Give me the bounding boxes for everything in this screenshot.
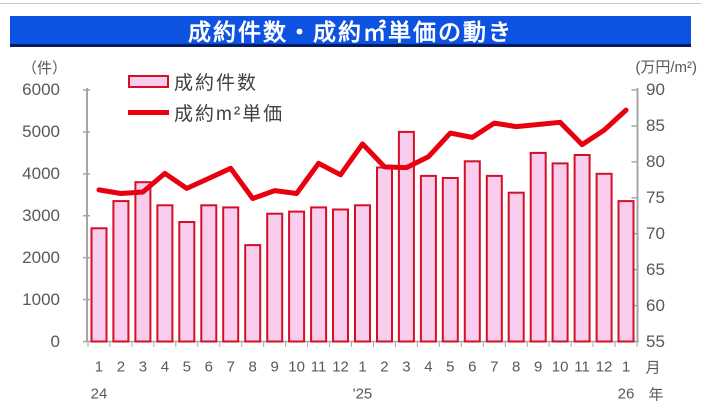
bar-month-10	[288, 210, 306, 343]
right-axis-tick-label: 85	[646, 115, 665, 135]
x-axis-month-label: 9	[534, 358, 543, 376]
x-axis-month-label: 8	[512, 358, 521, 376]
x-axis-month-label: 4	[424, 358, 433, 376]
right-axis-tick-label: 65	[646, 259, 665, 279]
bar-month-9	[266, 212, 284, 343]
x-axis-month-label: 4	[160, 358, 170, 376]
x-axis-month-label: 9	[270, 358, 279, 376]
bar-month-20	[507, 191, 525, 343]
left-axis-tick-label: 2000	[22, 247, 60, 267]
unit-price-line	[96, 107, 629, 201]
x-axis-month-label: 7	[226, 358, 235, 376]
right-axis-tick-label: 80	[646, 151, 665, 171]
x-axis-month-label: 12	[595, 358, 613, 376]
bar-month-21	[529, 151, 547, 343]
x-axis-month-label: 10	[551, 358, 569, 376]
x-axis-month-label: 10	[288, 358, 305, 376]
bar-month-18	[463, 160, 481, 343]
legend-item-line-series: 成約m²単価	[128, 100, 285, 125]
left-axis-tick-label: 5000	[22, 121, 60, 141]
x-axis-month-unit-label: 月	[645, 359, 661, 377]
bar-month-6	[200, 204, 218, 343]
x-axis-month-label: 6	[468, 358, 477, 376]
left-axis-tick-label: 0	[50, 331, 60, 351]
bar-month-3	[134, 181, 152, 343]
right-axis-tick-label: 75	[646, 187, 665, 207]
bar-month-14	[376, 166, 393, 343]
legend: 成約件数 成約m²単価	[128, 69, 284, 131]
bar-month-7	[222, 206, 240, 343]
x-axis-year-unit-label: 年	[648, 386, 664, 404]
left-axis-tick-label: 6000	[22, 80, 60, 99]
chart-title-bar: 成約件数・成約㎡単価の動き	[10, 16, 691, 47]
bar-month-19	[485, 174, 503, 343]
x-axis-month-label: 5	[182, 358, 191, 376]
x-axis-month-label: 5	[446, 358, 455, 376]
bar-series-swatch-icon	[128, 74, 169, 88]
bar-month-2	[112, 200, 130, 343]
x-axis-month-label: 2	[380, 358, 389, 376]
right-axis-tick-label: 55	[646, 331, 665, 351]
line-series-swatch-icon	[128, 109, 169, 115]
bar-month-12	[332, 208, 349, 343]
x-axis-month-label: 1	[94, 358, 104, 376]
bar-month-4	[156, 204, 174, 343]
x-axis-month-label: 1	[621, 358, 631, 376]
bar-month-24	[595, 172, 613, 343]
bar-month-17	[441, 177, 459, 343]
bar-month-11	[310, 206, 328, 343]
right-axis-tick-label: 90	[646, 80, 665, 99]
bar-month-25	[617, 200, 635, 343]
legend-label-line-series: 成約m²単価	[174, 103, 285, 125]
x-axis-year-label: 26	[617, 385, 635, 403]
top-divider	[0, 3, 701, 4]
left-axis-tick-label: 1000	[22, 289, 60, 309]
chart-title: 成約件数・成約㎡単価の動き	[188, 19, 513, 45]
x-axis-month-label: 6	[204, 358, 213, 376]
x-axis-month-label: 2	[116, 358, 126, 376]
bar-month-15	[397, 130, 415, 343]
x-axis-month-label: 3	[138, 358, 148, 376]
x-axis-month-label: 1	[358, 358, 367, 376]
legend-label-bar-series: 成約件数	[174, 72, 259, 94]
left-axis-unit-label: （件）	[22, 60, 68, 77]
left-axis-tick-label: 4000	[22, 163, 60, 183]
x-axis-month-label: 3	[402, 358, 411, 376]
bar-month-13	[354, 204, 371, 343]
bar-month-22	[551, 162, 569, 343]
bar-month-1	[90, 227, 108, 343]
x-axis-month-label: 11	[310, 358, 327, 376]
x-axis-month-label: 12	[332, 358, 349, 376]
x-axis-year-label: 24	[90, 385, 108, 403]
right-axis-tick-label: 70	[646, 223, 665, 243]
bar-month-23	[573, 154, 591, 343]
bar-month-5	[178, 221, 196, 343]
bar-month-16	[419, 174, 437, 343]
x-axis-month-label: 11	[574, 358, 590, 376]
x-axis-year-label: '25	[352, 385, 373, 403]
right-axis-tick-label: 60	[646, 295, 665, 315]
x-axis-month-label: 7	[490, 358, 499, 376]
legend-item-bar-series: 成約件数	[128, 69, 284, 94]
left-axis-tick-label: 3000	[22, 205, 60, 225]
x-axis-month-label: 8	[248, 358, 257, 376]
bar-month-8	[244, 244, 262, 343]
right-axis-unit-label: (万円/m²)	[635, 59, 697, 76]
